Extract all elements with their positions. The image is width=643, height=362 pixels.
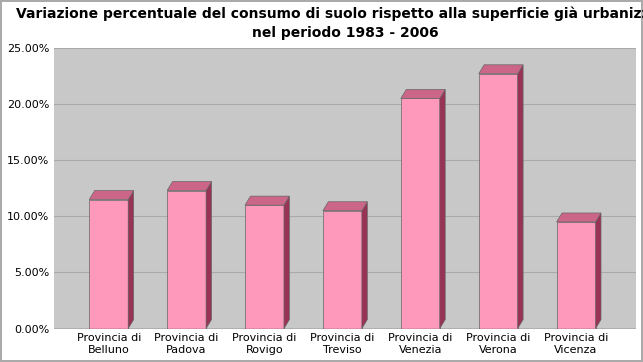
Polygon shape [362,202,367,329]
Bar [401,98,440,329]
Bar [557,222,595,329]
Polygon shape [440,89,445,329]
Polygon shape [206,181,212,329]
Polygon shape [595,213,601,329]
Polygon shape [323,202,367,211]
Polygon shape [167,181,212,190]
Bar [89,199,128,329]
Polygon shape [89,190,134,199]
Polygon shape [557,213,601,222]
Polygon shape [128,190,134,329]
Polygon shape [401,89,445,98]
Bar [478,74,518,329]
Bar [167,190,206,329]
Polygon shape [284,196,289,329]
Bar [245,205,284,329]
Polygon shape [245,196,289,205]
Polygon shape [518,65,523,329]
Title: Variazione percentuale del consumo di suolo rispetto alla superficie già urbaniz: Variazione percentuale del consumo di su… [15,7,643,40]
Bar [323,211,362,329]
Polygon shape [478,65,523,74]
